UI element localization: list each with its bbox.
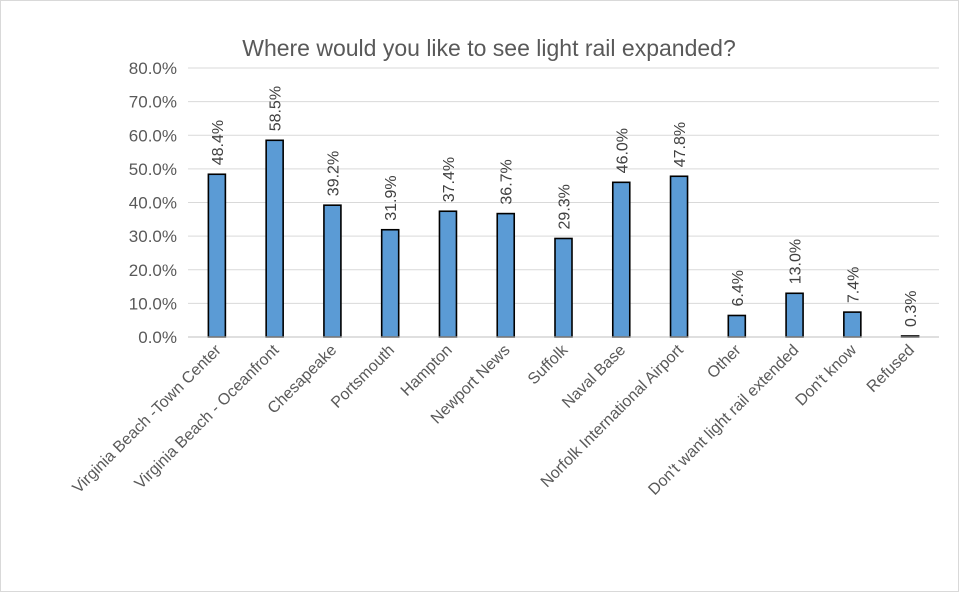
- data-label: 13.0%: [788, 239, 805, 284]
- data-label: 7.4%: [845, 267, 862, 303]
- data-label: 0.3%: [903, 291, 920, 327]
- data-label: 37.4%: [441, 157, 458, 202]
- bar: [554, 237, 573, 338]
- chart-title: Where would you like to see light rail e…: [242, 35, 736, 61]
- data-label: 39.2%: [325, 151, 342, 196]
- data-label: 6.4%: [730, 270, 747, 306]
- gridlines: [188, 67, 939, 304]
- bar: [496, 212, 516, 338]
- category-label: Suffolk: [525, 341, 572, 388]
- bar: [207, 173, 227, 338]
- category-label: Refused: [864, 342, 918, 396]
- bar: [265, 139, 284, 338]
- bar: [438, 210, 458, 338]
- data-label: 31.9%: [383, 175, 400, 220]
- y-tick-label: 0.0%: [138, 328, 177, 347]
- data-label: 29.3%: [557, 184, 574, 229]
- y-tick-label: 60.0%: [129, 126, 177, 145]
- data-label: 36.7%: [499, 159, 516, 204]
- bar: [323, 204, 342, 338]
- y-tick-label: 20.0%: [129, 261, 177, 280]
- bar: [611, 181, 631, 338]
- y-tick-label: 30.0%: [129, 227, 177, 246]
- bar: [669, 175, 689, 338]
- y-tick-label: 80.0%: [129, 59, 177, 78]
- data-label: 47.8%: [672, 122, 689, 167]
- bars: [207, 139, 920, 338]
- bar: [785, 292, 804, 338]
- category-label: Don't know: [793, 341, 861, 409]
- y-tick-label: 40.0%: [129, 194, 177, 213]
- data-label: 48.4%: [210, 120, 227, 165]
- bar: [380, 228, 400, 338]
- data-label: 58.5%: [268, 86, 285, 131]
- y-tick-label: 70.0%: [129, 93, 177, 112]
- y-axis-ticks: 0.0% 10.0% 20.0% 30.0% 40.0% 50.0% 60.0% 70.0% 8…: [129, 59, 177, 347]
- data-label: 46.0%: [614, 128, 631, 173]
- bar: [843, 311, 862, 338]
- category-label: Other: [704, 341, 745, 382]
- y-tick-label: 10.0%: [129, 294, 177, 313]
- bar: [727, 314, 747, 338]
- category-label: Hampton: [398, 342, 456, 400]
- y-tick-label: 50.0%: [129, 160, 177, 179]
- data-labels: 48.4% 58.5% 39.2% 31.9% 37.4% 36.7% 29.3% 46.0%…: [210, 86, 920, 327]
